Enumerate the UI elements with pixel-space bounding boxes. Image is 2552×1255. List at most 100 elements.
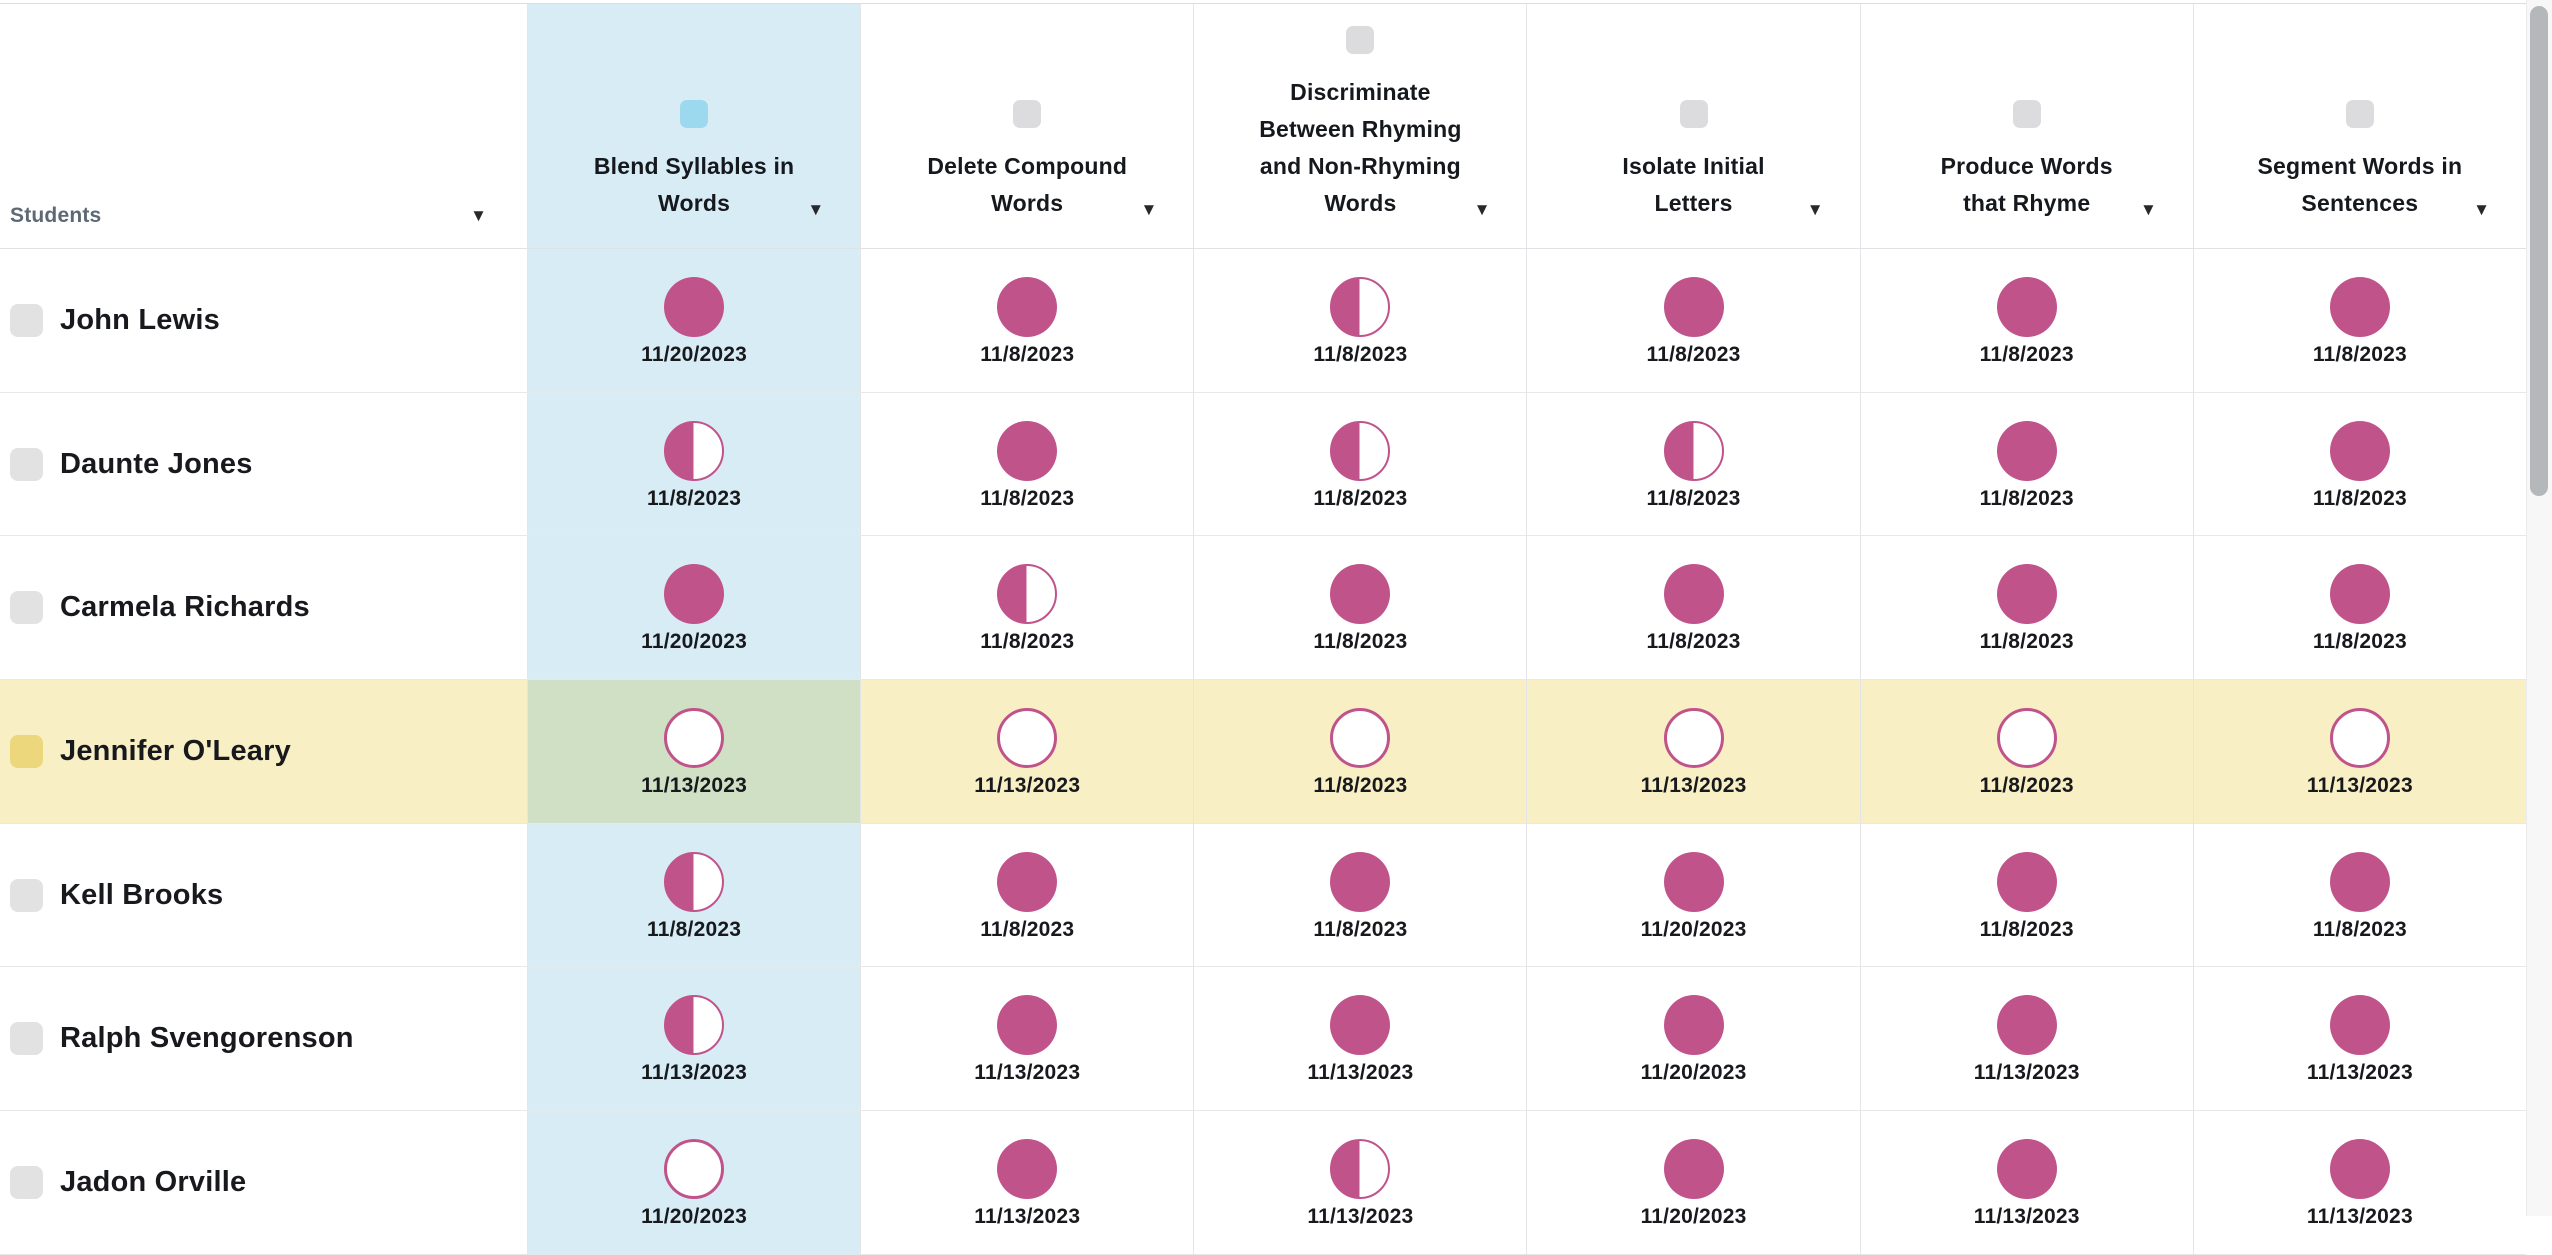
student-row-header[interactable]: Kell Brooks	[0, 824, 527, 967]
column-menu-arrow-icon[interactable]: ▼	[807, 200, 825, 219]
skill-cell-delete-compound-words[interactable]: 11/8/2023	[860, 823, 1193, 967]
assessment-date: 11/8/2023	[2312, 917, 2407, 941]
skill-cell-produce-words-that-rhyme[interactable]: 11/8/2023	[1859, 823, 2193, 967]
student-checkbox[interactable]	[10, 1022, 43, 1056]
student-row-header[interactable]: Daunte Jones	[0, 393, 527, 536]
skill-cell-blend-syllables-in-words[interactable]: 11/8/2023	[527, 392, 861, 536]
skill-cell-segment-words-in-sentences[interactable]: 11/8/2023	[2192, 249, 2526, 392]
students-skills-table: Students ▼ Blend Syllables in Words ▼ Delet…	[0, 3, 2526, 1255]
assessment-date: 11/8/2023	[647, 917, 742, 941]
students-menu-arrow-icon[interactable]: ▼	[470, 206, 487, 225]
progress-circle-empty	[1663, 707, 1724, 768]
skill-cell-produce-words-that-rhyme[interactable]: 11/8/2023	[1859, 249, 2193, 392]
column-select-checkbox[interactable]	[1346, 26, 1375, 54]
skill-cell-isolate-initial-letters[interactable]: 11/20/2023	[1526, 967, 1859, 1111]
student-checkbox[interactable]	[10, 303, 43, 337]
assessment-date: 11/13/2023	[1307, 1061, 1414, 1085]
column-select-checkbox[interactable]	[680, 100, 709, 128]
skill-cell-segment-words-in-sentences[interactable]: 11/13/2023	[2192, 680, 2526, 823]
table-body: John Lewis 11/20/2023 11/8/2023 11/8/2023 11…	[0, 249, 2526, 1255]
column-header-isolate-initial-letters[interactable]: Isolate Initial Letters ▼	[1526, 4, 1859, 248]
skill-cell-discriminate-rhyming[interactable]: 11/13/2023	[1193, 967, 1526, 1111]
skill-cell-blend-syllables-in-words[interactable]: 11/13/2023	[527, 680, 861, 823]
assessment-date: 11/8/2023	[1313, 486, 1408, 510]
student-name: Daunte Jones	[60, 447, 253, 480]
student-checkbox[interactable]	[10, 734, 43, 768]
student-checkbox[interactable]	[10, 447, 43, 481]
skill-cell-discriminate-rhyming[interactable]: 11/13/2023	[1193, 1111, 1526, 1254]
skill-cell-isolate-initial-letters[interactable]: 11/8/2023	[1526, 392, 1859, 536]
student-row: Jennifer O'Leary 11/13/2023 11/13/2023 11/8…	[0, 680, 2526, 824]
skill-cell-discriminate-rhyming[interactable]: 11/8/2023	[1193, 536, 1526, 680]
skill-cell-segment-words-in-sentences[interactable]: 11/13/2023	[2192, 967, 2526, 1111]
assessment-date: 11/20/2023	[1640, 917, 1747, 941]
student-row-header[interactable]: Jennifer O'Leary	[0, 680, 527, 823]
skill-cell-blend-syllables-in-words[interactable]: 11/8/2023	[527, 823, 861, 967]
column-select-checkbox[interactable]	[2012, 100, 2041, 128]
skill-cell-blend-syllables-in-words[interactable]: 11/13/2023	[527, 967, 861, 1111]
skill-cell-segment-words-in-sentences[interactable]: 11/13/2023	[2192, 1111, 2526, 1254]
column-header-produce-words-that-rhyme[interactable]: Produce Words that Rhyme ▼	[1859, 4, 2193, 248]
student-checkbox[interactable]	[10, 591, 43, 625]
skill-cell-isolate-initial-letters[interactable]: 11/8/2023	[1526, 249, 1859, 392]
progress-circle-full	[2329, 276, 2390, 337]
column-header-delete-compound-words[interactable]: Delete Compound Words ▼	[860, 4, 1193, 248]
student-row-header[interactable]: Ralph Svengorenson	[0, 967, 527, 1110]
column-menu-arrow-icon[interactable]: ▼	[1806, 200, 1824, 219]
skill-cell-blend-syllables-in-words[interactable]: 11/20/2023	[527, 1111, 861, 1254]
column-header-segment-words-in-sentences[interactable]: Segment Words in Sentences ▼	[2192, 4, 2526, 248]
skill-cell-produce-words-that-rhyme[interactable]: 11/8/2023	[1859, 392, 2193, 536]
skill-cell-delete-compound-words[interactable]: 11/13/2023	[860, 967, 1193, 1111]
student-row-header[interactable]: Carmela Richards	[0, 536, 527, 679]
column-menu-arrow-icon[interactable]: ▼	[2139, 200, 2157, 219]
assessment-date: 11/8/2023	[1979, 342, 2074, 366]
progress-circle-empty	[664, 1138, 725, 1199]
student-name: John Lewis	[60, 303, 220, 336]
students-column-header[interactable]: Students ▼	[0, 4, 527, 248]
progress-circle-full	[1996, 420, 2057, 481]
skill-cell-delete-compound-words[interactable]: 11/13/2023	[860, 1111, 1193, 1254]
skill-cell-isolate-initial-letters[interactable]: 11/20/2023	[1526, 1111, 1859, 1254]
skill-cell-produce-words-that-rhyme[interactable]: 11/13/2023	[1859, 967, 2193, 1111]
skill-cell-delete-compound-words[interactable]: 11/8/2023	[860, 392, 1193, 536]
assessment-date: 11/8/2023	[1646, 486, 1741, 510]
progress-circle-full	[1663, 1138, 1724, 1199]
skill-cell-discriminate-rhyming[interactable]: 11/8/2023	[1193, 249, 1526, 392]
skill-cell-discriminate-rhyming[interactable]: 11/8/2023	[1193, 680, 1527, 823]
student-row-header[interactable]: John Lewis	[0, 249, 527, 392]
progress-circle-full	[1330, 564, 1391, 625]
column-select-checkbox[interactable]	[1679, 100, 1708, 128]
skill-cell-isolate-initial-letters[interactable]: 11/13/2023	[1526, 680, 1860, 823]
column-menu-arrow-icon[interactable]: ▼	[1473, 200, 1491, 219]
skill-cell-segment-words-in-sentences[interactable]: 11/8/2023	[2192, 823, 2526, 967]
column-title: Produce Words that Rhyme	[1940, 153, 2113, 216]
student-row-header[interactable]: Jadon Orville	[0, 1111, 527, 1254]
skill-cell-segment-words-in-sentences[interactable]: 11/8/2023	[2192, 536, 2526, 680]
skill-cell-produce-words-that-rhyme[interactable]: 11/8/2023	[1859, 536, 2193, 680]
skill-cell-discriminate-rhyming[interactable]: 11/8/2023	[1193, 392, 1526, 536]
vertical-scrollbar[interactable]	[2526, 0, 2552, 1216]
skill-cell-delete-compound-words[interactable]: 11/8/2023	[860, 536, 1193, 680]
scrollbar-thumb[interactable]	[2530, 6, 2548, 496]
skill-cell-blend-syllables-in-words[interactable]: 11/20/2023	[527, 536, 861, 680]
skill-cell-delete-compound-words[interactable]: 11/8/2023	[860, 249, 1193, 392]
skill-cell-delete-compound-words[interactable]: 11/13/2023	[860, 680, 1194, 823]
skill-cell-isolate-initial-letters[interactable]: 11/8/2023	[1526, 536, 1859, 680]
column-select-checkbox[interactable]	[1013, 100, 1042, 128]
skill-cell-produce-words-that-rhyme[interactable]: 11/8/2023	[1859, 680, 2193, 823]
skill-cell-blend-syllables-in-words[interactable]: 11/20/2023	[527, 249, 861, 392]
assessment-date: 11/13/2023	[974, 1204, 1081, 1228]
student-checkbox[interactable]	[10, 878, 43, 912]
column-header-blend-syllables-in-words[interactable]: Blend Syllables in Words ▼	[527, 4, 861, 248]
skill-cell-segment-words-in-sentences[interactable]: 11/8/2023	[2192, 392, 2526, 536]
skill-cell-produce-words-that-rhyme[interactable]: 11/13/2023	[1859, 1111, 2193, 1254]
student-checkbox[interactable]	[10, 1165, 43, 1199]
skill-cell-discriminate-rhyming[interactable]: 11/8/2023	[1193, 823, 1526, 967]
assessment-date: 11/13/2023	[1640, 773, 1747, 797]
column-menu-arrow-icon[interactable]: ▼	[2473, 200, 2490, 219]
column-select-checkbox[interactable]	[2345, 100, 2374, 128]
skill-cell-isolate-initial-letters[interactable]: 11/20/2023	[1526, 823, 1859, 967]
column-menu-arrow-icon[interactable]: ▼	[1140, 200, 1158, 219]
column-header-discriminate-rhyming[interactable]: Discriminate Between Rhyming and Non-Rhymi…	[1193, 4, 1526, 248]
